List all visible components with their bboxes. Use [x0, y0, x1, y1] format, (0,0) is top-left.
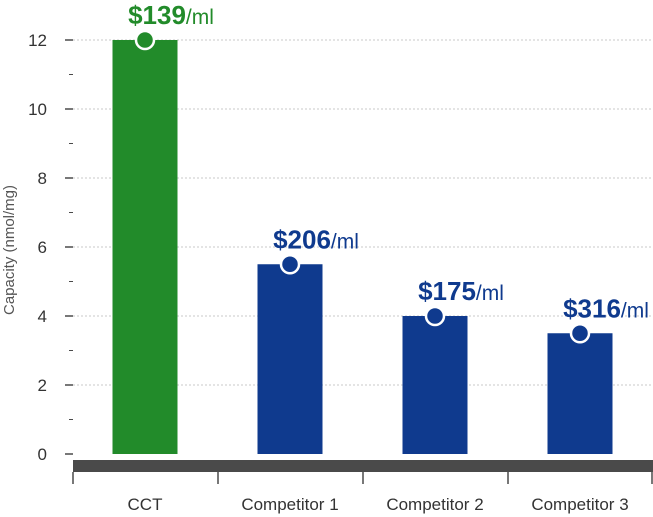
y-tick-label: 10: [28, 100, 47, 119]
y-tick-label: 8: [38, 169, 47, 188]
value-marker: [279, 254, 301, 275]
y-tick-label: 6: [38, 238, 47, 257]
y-tick-label: 4: [38, 307, 47, 326]
price-label: $175/ml: [418, 276, 504, 306]
y-tick-label: 2: [38, 376, 47, 395]
y-axis-title: Capacity (nmol/mg): [1, 185, 18, 315]
x-category-label: CCT: [128, 495, 163, 514]
value-marker: [134, 29, 156, 51]
x-category-label: Competitor 2: [386, 495, 483, 514]
price-label: $139/ml: [128, 0, 214, 30]
axes: [65, 39, 653, 484]
x-axis-base: [73, 460, 653, 472]
value-marker: [424, 305, 446, 327]
price-value: $139: [128, 0, 186, 30]
x-category-label: Competitor 1: [241, 495, 338, 514]
x-category-label: Competitor 3: [531, 495, 628, 514]
bar: [112, 40, 178, 454]
price-unit: /ml: [186, 6, 214, 29]
y-tick-label: 0: [38, 445, 47, 464]
value-marker: [569, 323, 591, 344]
price-label: $316/ml: [563, 293, 649, 323]
bar: [402, 316, 468, 454]
price-unit: /ml: [331, 230, 359, 253]
price-value: $206: [273, 224, 331, 254]
price-label: $206/ml: [273, 224, 359, 254]
y-tick-label: 12: [28, 31, 47, 50]
bar: [257, 264, 323, 454]
price-unit: /ml: [621, 299, 649, 322]
bar: [547, 333, 613, 454]
price-unit: /ml: [476, 282, 504, 305]
price-value: $316: [563, 293, 621, 323]
price-value: $175: [418, 276, 476, 306]
bars: [112, 40, 613, 454]
labels: 0 2 4 6 8 10 12 CCT Competitor 1 Competitor 2 Comp…: [28, 0, 649, 514]
